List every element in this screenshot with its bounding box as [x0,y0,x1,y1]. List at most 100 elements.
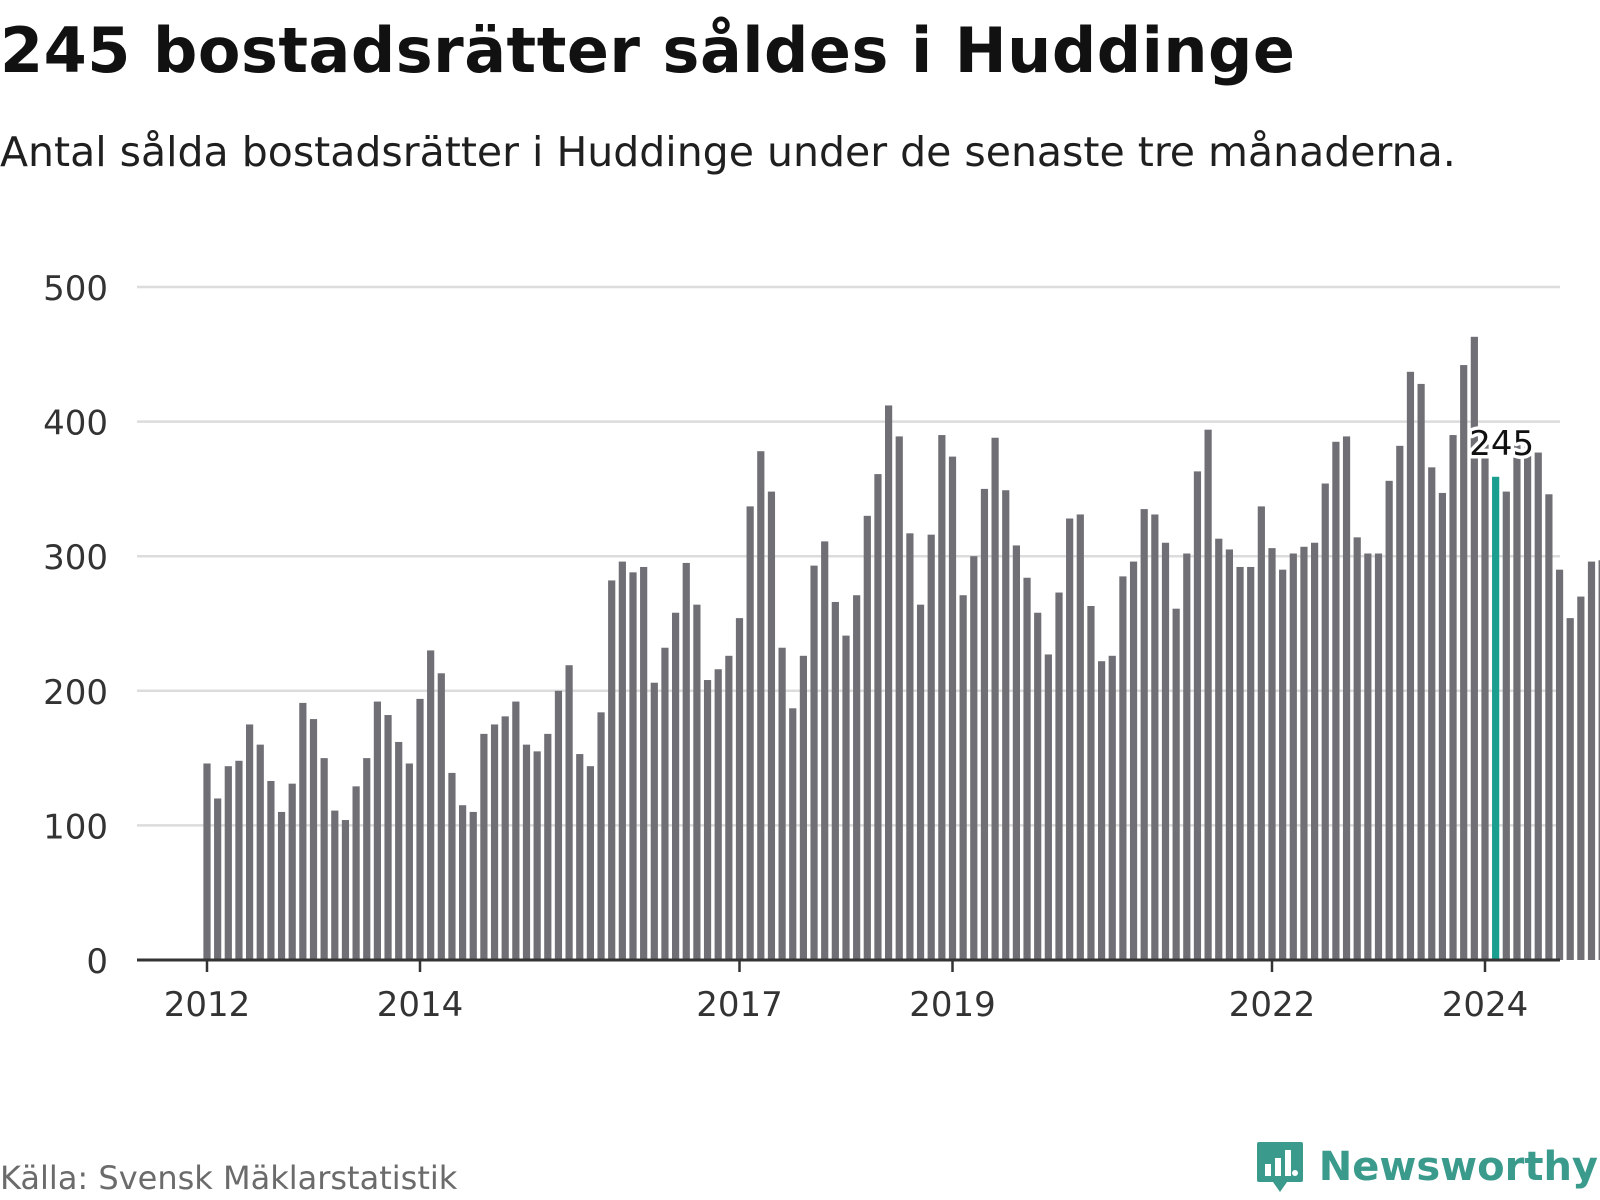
bar [906,533,914,960]
bar [640,566,648,960]
bar [1598,560,1600,960]
bar [757,451,765,960]
bar [416,698,424,960]
bar [1012,545,1020,960]
y-tick-label: 500 [43,269,108,309]
bar [554,690,563,960]
bar [735,618,744,960]
bar [1151,514,1159,960]
bar [1311,542,1319,960]
bar [672,612,680,960]
bar [1002,490,1010,960]
bar [948,456,957,960]
bar [544,733,552,960]
bar [373,701,381,960]
bar [895,436,903,960]
bar [267,780,275,960]
x-tick-label: 2012 [164,985,251,1025]
chart-title: 245 bostadsrätter såldes i Huddinge [0,14,1296,87]
bar [427,650,435,960]
x-axis [137,958,1560,972]
bar [565,665,573,960]
bar [1098,661,1106,960]
bar [1119,576,1127,960]
bar [246,724,254,960]
bar [1055,592,1063,960]
bar [1236,566,1244,960]
bar [214,798,222,960]
bar [490,724,499,960]
bar [1502,491,1510,960]
bar [714,669,722,960]
bar [1332,441,1340,960]
bar [320,758,328,960]
bar [1417,383,1425,960]
y-tick-label: 100 [43,807,108,847]
bar [1396,445,1404,961]
bar [863,515,871,960]
y-tick-label: 400 [43,404,108,444]
bar [1460,365,1468,960]
bar [1268,548,1276,960]
bar [693,604,701,960]
bar [1428,467,1436,960]
bar [682,562,690,960]
bar [1023,577,1031,960]
bar [1257,506,1265,960]
bar [501,716,509,960]
bar [746,506,754,960]
bar [885,405,893,960]
bar [1289,553,1297,960]
bar [618,561,626,960]
bar [469,811,477,960]
bar [927,534,935,960]
bar [277,811,286,960]
bar [1034,612,1042,960]
bar [299,702,307,960]
bar [437,673,445,960]
bar [725,655,733,960]
bar [395,741,403,960]
bar [448,772,456,960]
chart-subtitle: Antal sålda bostadsrätter i Huddinge und… [0,128,1456,176]
x-tick-label: 2014 [377,985,464,1025]
bar [363,758,371,960]
bar [1066,518,1074,960]
bar [405,763,413,960]
bar [1449,435,1457,960]
bar [288,783,296,960]
bar [650,682,658,960]
bar [629,572,637,960]
bar [1172,608,1180,960]
bar [789,708,797,960]
brand-name: Newsworthy [1318,1144,1598,1190]
bar [799,655,807,960]
bar [512,701,520,960]
x-tick-label: 2024 [1442,985,1529,1025]
bar [608,580,616,960]
bar [821,541,829,960]
bar [309,719,318,960]
bar-highlight [1492,476,1500,960]
brand-logo: Newsworthy [1255,1140,1598,1194]
bar [1566,618,1574,960]
bar [1183,553,1191,960]
bar [1215,538,1223,960]
bar [1087,606,1095,960]
bar [235,760,243,960]
bar [384,715,392,960]
bar [959,595,967,960]
bar [1161,542,1170,960]
bar [341,820,350,960]
bar [1470,336,1478,960]
x-tick-label: 2017 [696,985,783,1025]
bars [203,336,1600,961]
bar [352,786,360,960]
bar [661,647,669,960]
bar [1545,494,1553,960]
bar [1076,514,1084,960]
bar [1193,471,1202,960]
bar [1438,492,1446,960]
bar [767,491,776,960]
